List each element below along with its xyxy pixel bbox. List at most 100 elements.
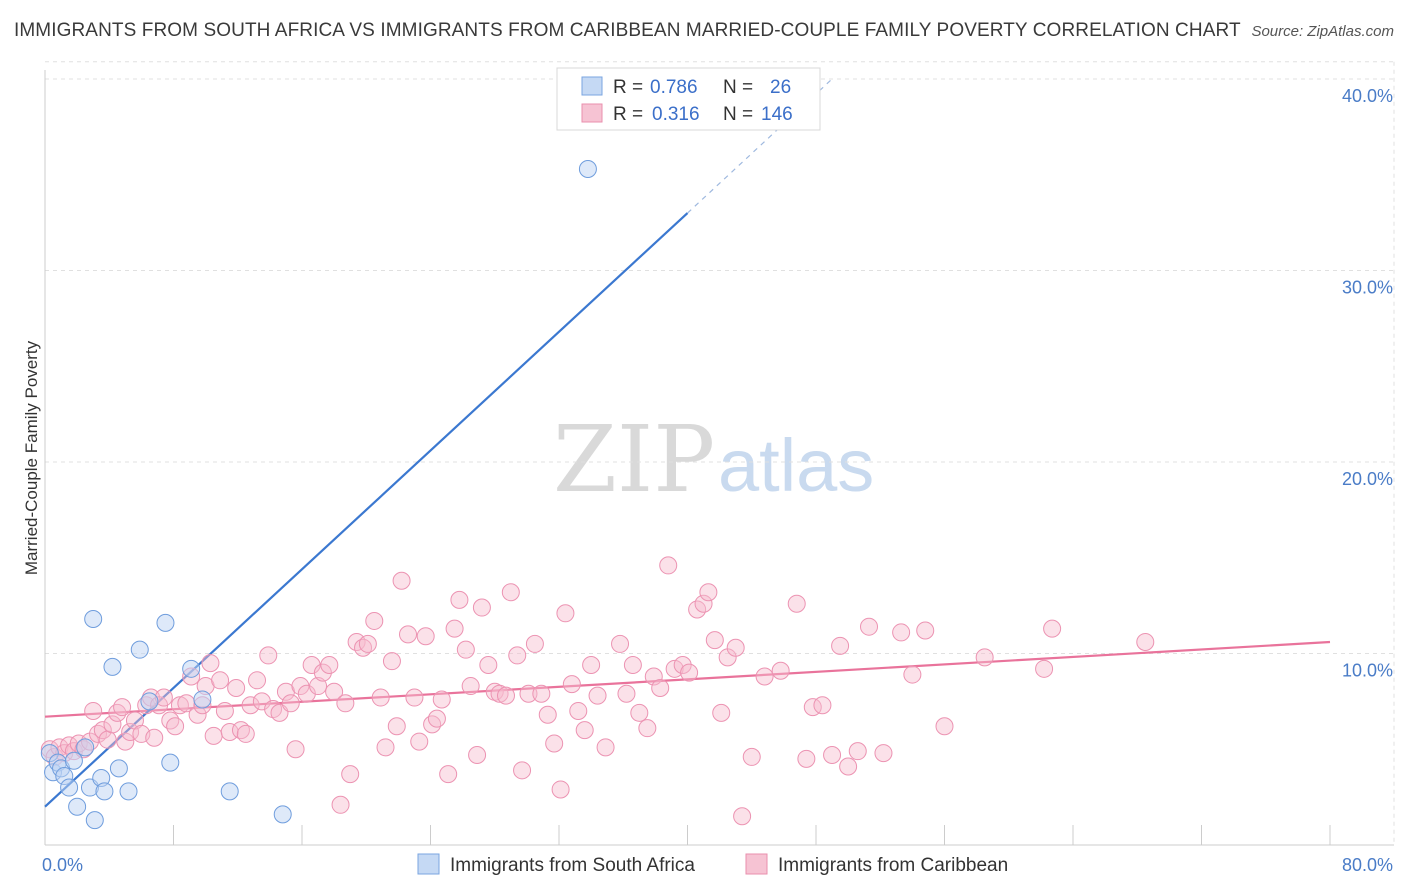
point-caribbean-40 — [236, 724, 255, 743]
point-caribbean-35 — [211, 671, 230, 690]
point-caribbean-122 — [742, 747, 761, 766]
point-caribbean-27 — [170, 696, 189, 715]
y-tick-label-40: 40.0% — [1342, 86, 1393, 106]
point-south-africa-11 — [85, 811, 104, 830]
point-south-africa-23 — [220, 782, 239, 801]
y-tick-label-30: 30.0% — [1342, 278, 1393, 298]
y-axis-title: Married-Couple Family Poverty — [22, 340, 41, 575]
point-caribbean-115 — [694, 594, 713, 613]
point-caribbean-53 — [309, 677, 328, 696]
point-caribbean-95 — [551, 780, 570, 799]
point-south-africa-25 — [578, 160, 597, 179]
point-caribbean-89 — [513, 761, 532, 780]
x-tick-label-0: 0.0% — [42, 855, 83, 875]
point-caribbean-38 — [227, 678, 246, 697]
point-caribbean-81 — [468, 745, 487, 764]
point-caribbean-104 — [617, 684, 636, 703]
point-caribbean-16 — [116, 732, 135, 751]
point-caribbean-103 — [611, 634, 630, 653]
point-caribbean-132 — [848, 742, 867, 761]
point-caribbean-92 — [532, 684, 551, 703]
point-caribbean-79 — [456, 640, 475, 659]
point-south-africa-8 — [76, 738, 95, 757]
point-caribbean-78 — [450, 590, 469, 609]
point-caribbean-107 — [638, 719, 657, 738]
point-caribbean-97 — [562, 675, 581, 694]
point-caribbean-56 — [325, 682, 344, 701]
point-caribbean-68 — [392, 571, 411, 590]
point-caribbean-106 — [630, 703, 649, 722]
point-caribbean-83 — [479, 655, 498, 674]
stats-legend-r-south-africa: 0.786 — [650, 77, 698, 98]
point-caribbean-86 — [496, 686, 515, 705]
point-caribbean-93 — [538, 705, 557, 724]
source-label: Source: ZipAtlas.com — [1251, 23, 1394, 40]
point-caribbean-105 — [623, 655, 642, 674]
point-caribbean-66 — [382, 652, 401, 671]
point-caribbean-90 — [519, 684, 538, 703]
stats-legend-r-label-south-africa: R = — [613, 77, 643, 98]
y-tick-label-10: 10.0% — [1342, 661, 1393, 681]
point-south-africa-21 — [182, 659, 201, 678]
point-caribbean-75 — [432, 690, 451, 709]
point-caribbean-128 — [813, 696, 832, 715]
point-caribbean-87 — [501, 583, 520, 602]
point-caribbean-141 — [1035, 659, 1054, 678]
point-caribbean-126 — [797, 749, 816, 768]
point-caribbean-41 — [241, 696, 260, 715]
point-caribbean-96 — [556, 604, 575, 623]
point-south-africa-15 — [109, 759, 128, 778]
stats-legend-swatch-caribbean — [581, 103, 603, 123]
point-caribbean-15 — [113, 698, 132, 717]
point-south-africa-5 — [60, 778, 79, 797]
point-caribbean-42 — [248, 671, 267, 690]
point-caribbean-17 — [121, 723, 140, 742]
point-south-africa-19 — [156, 613, 175, 632]
point-caribbean-88 — [508, 646, 527, 665]
series-south-africa-points — [40, 160, 597, 830]
series-legend-swatch-south-africa — [417, 853, 440, 875]
point-south-africa-13 — [95, 782, 114, 801]
point-caribbean-131 — [839, 757, 858, 776]
watermark-atlas: atlas — [718, 424, 874, 507]
point-caribbean-26 — [166, 717, 185, 736]
point-caribbean-124 — [771, 661, 790, 680]
point-caribbean-33 — [201, 654, 220, 673]
point-caribbean-99 — [575, 721, 594, 740]
point-caribbean-123 — [755, 667, 774, 686]
point-caribbean-139 — [975, 648, 994, 667]
stats-legend-n-label-caribbean: N = — [723, 104, 753, 125]
point-caribbean-112 — [673, 655, 692, 674]
point-caribbean-120 — [726, 638, 745, 657]
point-caribbean-116 — [699, 583, 718, 602]
point-caribbean-125 — [787, 594, 806, 613]
series-legend-label-south-africa: Immigrants from South Africa — [450, 855, 695, 876]
stats-legend-n-south-africa: 26 — [770, 77, 791, 98]
point-caribbean-74 — [427, 709, 446, 728]
point-caribbean-76 — [439, 765, 458, 784]
point-south-africa-18 — [140, 692, 159, 711]
point-caribbean-110 — [659, 556, 678, 575]
point-caribbean-91 — [525, 634, 544, 653]
point-caribbean-49 — [286, 740, 305, 759]
chart-title: IMMIGRANTS FROM SOUTH AFRICA VS IMMIGRAN… — [14, 20, 1241, 41]
point-caribbean-14 — [108, 703, 127, 722]
series-caribbean-points — [40, 556, 1155, 826]
point-caribbean-70 — [405, 688, 424, 707]
point-caribbean-13 — [103, 715, 122, 734]
point-south-africa-6 — [64, 751, 83, 770]
point-south-africa-14 — [103, 657, 122, 676]
point-south-africa-10 — [84, 610, 103, 629]
point-caribbean-113 — [680, 663, 699, 682]
series-legend-swatch-caribbean — [745, 853, 768, 875]
point-caribbean-71 — [410, 732, 429, 751]
point-caribbean-62 — [358, 634, 377, 653]
point-south-africa-20 — [161, 753, 180, 772]
point-caribbean-34 — [204, 726, 223, 745]
stats-legend-r-caribbean: 0.316 — [652, 104, 700, 125]
point-caribbean-72 — [416, 627, 435, 646]
point-caribbean-129 — [823, 745, 842, 764]
point-caribbean-94 — [545, 734, 564, 753]
point-caribbean-69 — [399, 625, 418, 644]
